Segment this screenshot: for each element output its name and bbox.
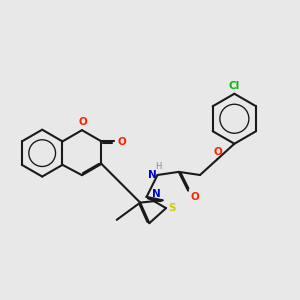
Text: N: N xyxy=(152,189,161,199)
Text: O: O xyxy=(190,192,200,202)
Text: Cl: Cl xyxy=(229,81,240,91)
Text: O: O xyxy=(78,117,87,127)
Text: O: O xyxy=(117,137,126,147)
Text: N: N xyxy=(148,170,156,180)
Text: H: H xyxy=(155,162,161,171)
Text: O: O xyxy=(213,147,222,157)
Text: S: S xyxy=(169,203,176,213)
